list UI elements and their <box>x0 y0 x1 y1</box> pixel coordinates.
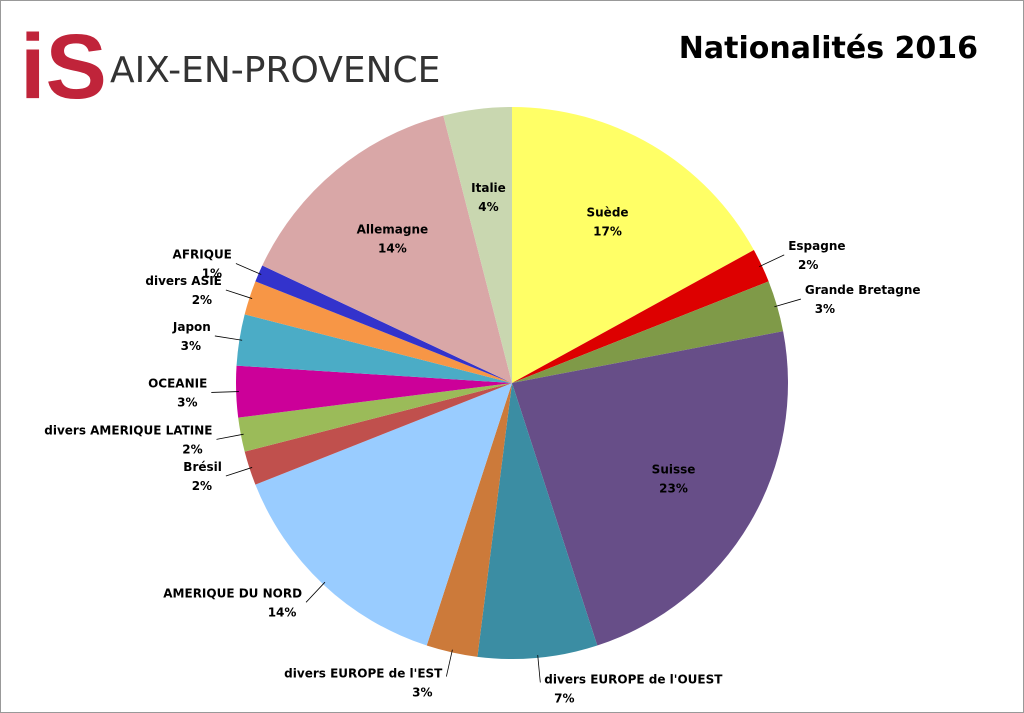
leader-line <box>305 581 326 603</box>
slice-label: Espagne <box>788 239 845 253</box>
value-label: 14% <box>268 605 297 619</box>
slice-label: AFRIQUE <box>173 248 232 262</box>
leader-line <box>445 649 453 677</box>
value-label: 4% <box>478 200 498 214</box>
leader-line <box>216 433 244 440</box>
value-label: 2% <box>182 442 202 456</box>
leader-line <box>537 654 541 683</box>
slice-label: divers ASIE <box>145 274 222 288</box>
value-label: 3% <box>412 686 432 700</box>
slice-label: Italie <box>471 181 506 195</box>
leader-line <box>225 467 253 477</box>
slice-label: Suède <box>587 205 629 219</box>
pie-slice <box>512 250 769 383</box>
logo-mark: iS <box>20 16 107 118</box>
value-label: 3% <box>181 339 201 353</box>
leader-line <box>774 298 802 308</box>
pie-slice <box>426 383 512 657</box>
value-label: 3% <box>815 302 835 316</box>
pie-slice <box>512 107 754 383</box>
slice-label: Japon <box>172 320 211 334</box>
pie-slice <box>244 383 512 485</box>
chart-title: Nationalités 2016 <box>679 31 978 66</box>
slice-label: divers EUROPE de l'OUEST <box>544 673 723 687</box>
slice-label: divers EUROPE de l'EST <box>284 667 443 681</box>
slice-label: Grande Bretagne <box>805 283 921 297</box>
value-label: 7% <box>554 692 574 706</box>
pie-slice <box>255 383 512 646</box>
leader-line <box>759 254 785 268</box>
pie-slice <box>238 383 513 452</box>
value-label: 3% <box>177 395 197 409</box>
pie-slice <box>236 365 512 418</box>
pie-slice <box>236 314 512 383</box>
value-label: 2% <box>192 293 212 307</box>
value-label: 14% <box>378 241 407 255</box>
slice-label: OCEANIE <box>148 376 207 390</box>
leader-line <box>211 391 239 393</box>
slice-label: Allemagne <box>357 222 429 236</box>
leader-line <box>225 289 253 299</box>
pie-slice <box>512 331 788 646</box>
value-label: 2% <box>798 258 818 272</box>
pie-slice <box>443 107 512 383</box>
slice-label: Suisse <box>652 463 696 477</box>
leader-line <box>235 263 262 275</box>
leader-line <box>214 335 243 341</box>
value-label: 23% <box>659 482 688 496</box>
value-label: 2% <box>192 479 212 493</box>
pie-slice <box>262 115 512 383</box>
pie-slice <box>477 383 598 659</box>
slice-label: Brésil <box>183 460 222 474</box>
value-label: 1% <box>202 267 222 281</box>
value-label: 17% <box>593 224 622 238</box>
slice-label: divers AMERIQUE LATINE <box>44 423 212 437</box>
logo-text: AIX-EN-PROVENCE <box>110 50 440 91</box>
pie-slice <box>512 281 784 383</box>
pie-slice <box>244 281 512 383</box>
slice-label: AMERIQUE DU NORD <box>163 586 302 600</box>
pie-slice <box>255 265 512 383</box>
